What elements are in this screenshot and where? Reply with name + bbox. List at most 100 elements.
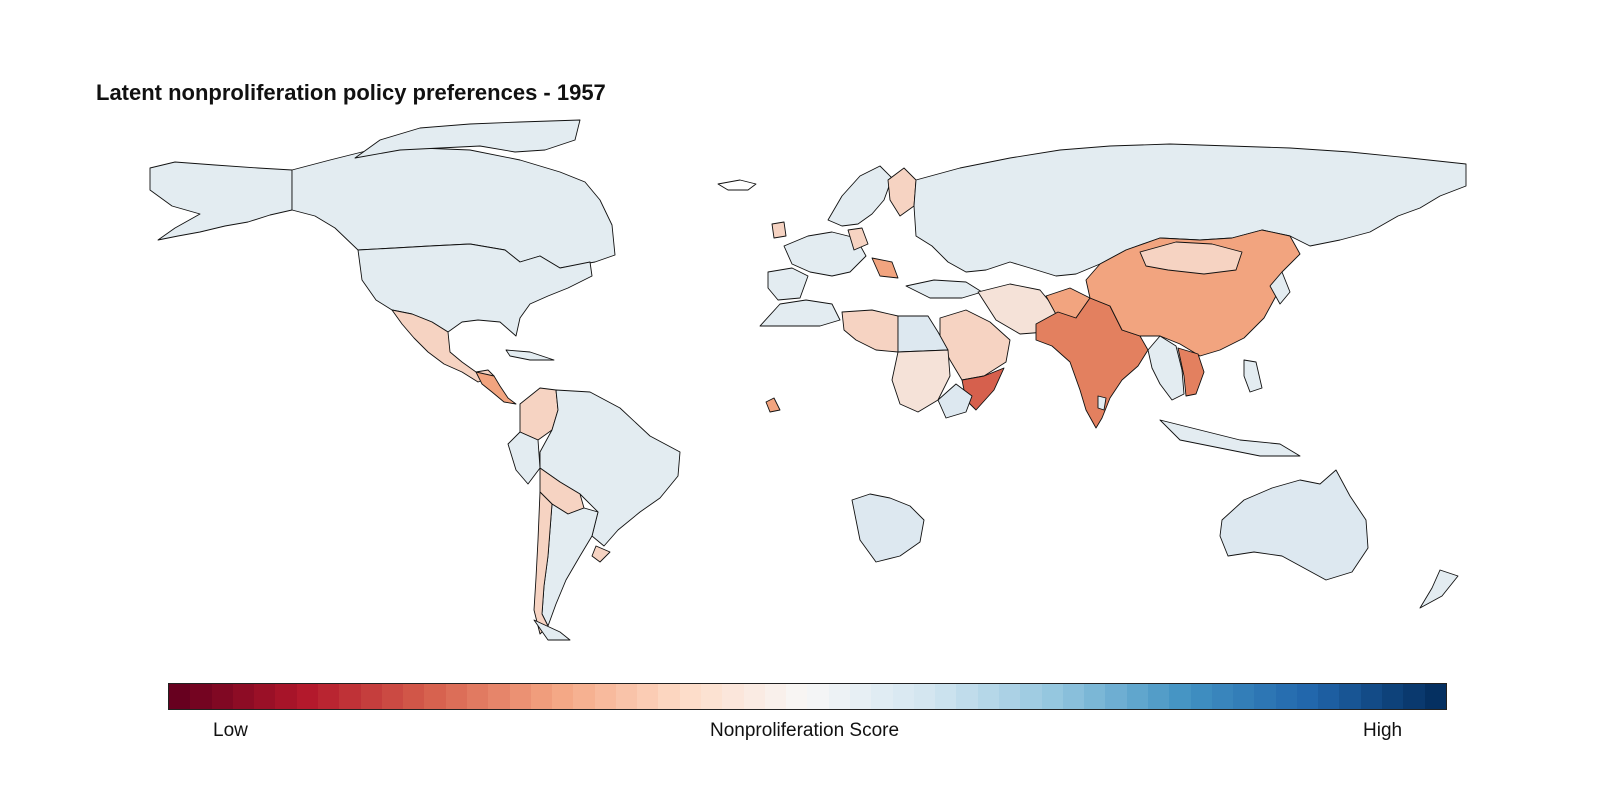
region-central-america [475, 371, 517, 405]
legend-swatch [1233, 684, 1255, 709]
region-philippines [1243, 359, 1263, 393]
legend-swatch [466, 684, 489, 709]
region-vietnam [1177, 347, 1205, 397]
region-southeast-asia [1147, 335, 1185, 401]
legend-swatch [254, 684, 276, 709]
legend-swatch [381, 684, 404, 709]
legend-swatch [977, 684, 999, 709]
legend-swatch [764, 684, 787, 709]
legend-swatch [658, 684, 680, 709]
region-liberia [765, 397, 781, 413]
region-indonesia [1159, 419, 1301, 457]
region-iberia [767, 267, 809, 301]
legend-swatch [296, 684, 318, 709]
legend-swatch [1126, 684, 1148, 709]
region-finland [887, 167, 917, 217]
region-australia [1219, 469, 1369, 581]
region-alaska [149, 161, 293, 241]
legend-swatch [360, 684, 382, 709]
region-mongolia [1139, 241, 1243, 275]
legend-swatch [1382, 684, 1404, 709]
legend-swatch [403, 684, 425, 709]
legend-swatch [169, 684, 191, 709]
region-peru [507, 431, 541, 485]
legend-swatch [871, 684, 893, 709]
region-north-africa-west [759, 299, 841, 327]
legend-swatch [935, 684, 957, 709]
legend-swatch [190, 684, 212, 709]
legend-swatch [275, 684, 297, 709]
region-china [1085, 229, 1301, 357]
region-sudan [891, 349, 951, 413]
legend-swatch [1169, 684, 1191, 709]
legend-swatch [509, 684, 531, 709]
legend-swatch [615, 684, 638, 709]
legend-swatch [1424, 684, 1446, 709]
map-title: Latent nonproliferation policy preferenc… [96, 80, 606, 105]
legend-low-label: Low [213, 720, 248, 741]
legend-swatch [424, 684, 446, 709]
region-yugoslavia [871, 257, 899, 279]
region-uk [771, 221, 787, 239]
legend-swatch [317, 684, 340, 709]
legend-swatch [1084, 684, 1106, 709]
region-korea-japan [1269, 271, 1291, 305]
region-turkey [905, 279, 983, 299]
legend-swatch [743, 684, 765, 709]
legend-swatch [786, 684, 808, 709]
region-sri-lanka [1097, 395, 1107, 411]
legend-swatch [594, 684, 616, 709]
region-mexico [391, 309, 495, 383]
legend-high-label: High [1363, 720, 1403, 741]
legend-swatch [530, 684, 553, 709]
legend-swatch [1318, 684, 1340, 709]
legend-swatch [232, 684, 255, 709]
legend-swatch [1147, 684, 1170, 709]
legend-swatch [1211, 684, 1234, 709]
legend-swatch [998, 684, 1021, 709]
region-brazil [539, 389, 681, 547]
legend-swatch [1190, 684, 1212, 709]
legend-swatch [892, 684, 914, 709]
legend-swatch [828, 684, 850, 709]
region-eastern-europe [847, 227, 869, 251]
region-soviet-union [913, 143, 1467, 277]
legend-title: Nonproliferation Score [710, 720, 900, 741]
legend-swatch [1339, 684, 1361, 709]
region-ethiopia [937, 383, 973, 419]
region-canada-islands [354, 119, 581, 159]
legend-swatch [339, 684, 361, 709]
region-western-europe [783, 231, 867, 277]
region-tierra-del-fuego [533, 619, 571, 641]
legend-swatch [1062, 684, 1085, 709]
region-scandinavia [827, 165, 893, 227]
legend-swatch [679, 684, 702, 709]
region-south-africa [851, 493, 925, 563]
region-uruguay [591, 545, 611, 563]
legend-swatch [807, 684, 829, 709]
legend-swatch [637, 684, 659, 709]
legend-swatch [701, 684, 723, 709]
region-egypt [897, 315, 949, 353]
region-greenland [717, 179, 757, 191]
legend-swatch [1105, 684, 1127, 709]
region-libya [841, 309, 899, 353]
region-new-zealand [1419, 569, 1459, 609]
legend-colorbar [168, 683, 1447, 710]
legend-swatch [722, 684, 744, 709]
legend-swatch [488, 684, 510, 709]
legend-swatch [1041, 684, 1063, 709]
legend-swatch [211, 684, 233, 709]
legend-swatch [1275, 684, 1297, 709]
legend-swatch [445, 684, 467, 709]
legend-swatch [1254, 684, 1276, 709]
legend-swatch [1403, 684, 1425, 709]
legend-swatch [552, 684, 574, 709]
legend-swatch [956, 684, 978, 709]
world-map [149, 119, 1467, 641]
legend-swatch [573, 684, 595, 709]
legend-swatch [1360, 684, 1383, 709]
region-cuba [505, 349, 555, 361]
legend-swatch [1296, 684, 1319, 709]
legend-swatch [913, 684, 936, 709]
